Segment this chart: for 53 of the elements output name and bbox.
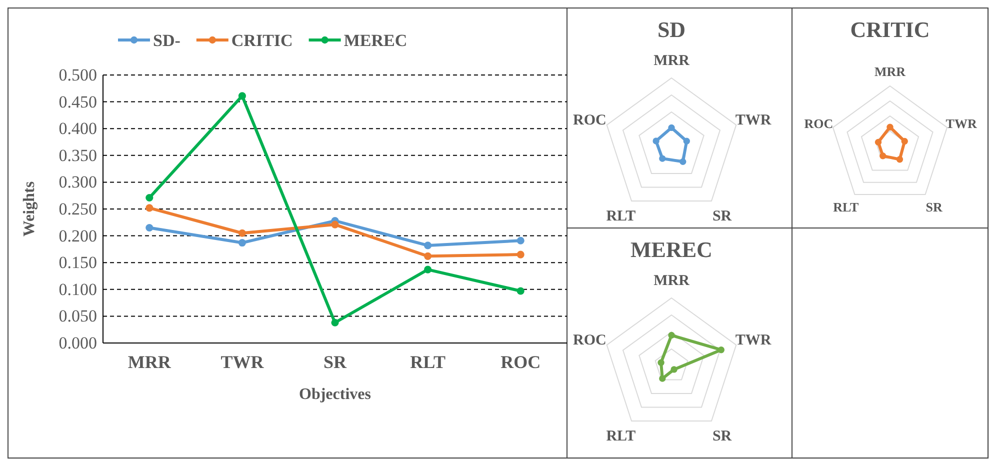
spoke-label: ROC (573, 112, 606, 128)
spoke-label: RLT (606, 428, 636, 445)
spoke-label: ROC (573, 332, 606, 348)
spoke-label: MRR (654, 53, 690, 69)
point (424, 242, 432, 250)
y-tick-label: 0.150 (58, 253, 97, 272)
x-axis-title: Objectives (299, 386, 371, 403)
point (331, 318, 339, 326)
point (516, 236, 524, 244)
y-tick-label: 0.400 (58, 119, 97, 138)
spoke-label: MRR (654, 273, 690, 289)
chart-title: SD (657, 17, 686, 42)
x-tick-label: MRR (128, 352, 172, 372)
chart-title: MEREC (630, 237, 712, 262)
y-tick-label: 0.500 (58, 65, 97, 84)
x-tick-label: SR (323, 352, 348, 372)
y-tick-label: 0.350 (58, 146, 97, 165)
y-tick-label: 0.250 (58, 199, 97, 218)
spoke-label: TWR (946, 116, 978, 131)
spoke-label: SR (926, 200, 943, 215)
spoke-label: TWR (735, 112, 772, 128)
point (146, 204, 154, 212)
point (516, 287, 524, 295)
y-tick-label: 0.450 (58, 92, 97, 112)
y-tick-label: 0.200 (58, 226, 97, 246)
point (238, 92, 246, 100)
point (146, 194, 154, 202)
chart-title: CRITIC (850, 17, 930, 42)
point (331, 220, 339, 228)
point (424, 266, 432, 274)
legend-label: CRITIC (231, 31, 293, 50)
y-tick-label: 0.300 (58, 172, 97, 192)
y-tick-label: 0.050 (58, 306, 97, 326)
point (146, 224, 154, 232)
y-tick-label: 0.000 (58, 333, 97, 352)
spoke-label: RLT (833, 200, 860, 215)
spoke-label: MRR (874, 64, 906, 79)
point (238, 229, 246, 237)
x-tick-label: RLT (410, 352, 446, 372)
point (516, 250, 524, 258)
spoke-label: SR (712, 208, 732, 225)
x-tick-label: ROC (500, 352, 541, 372)
x-tick-label: TWR (220, 352, 265, 372)
legend-label: MEREC (344, 31, 408, 50)
point (238, 238, 246, 247)
y-axis-title: Weights (21, 181, 38, 237)
spoke-label: RLT (606, 208, 636, 225)
point (424, 252, 432, 260)
spoke-label: TWR (735, 332, 772, 348)
spoke-label: ROC (804, 116, 834, 131)
y-tick-label: 0.100 (58, 280, 97, 299)
legend-label: SD- (153, 31, 181, 50)
spoke-label: SR (712, 428, 732, 445)
